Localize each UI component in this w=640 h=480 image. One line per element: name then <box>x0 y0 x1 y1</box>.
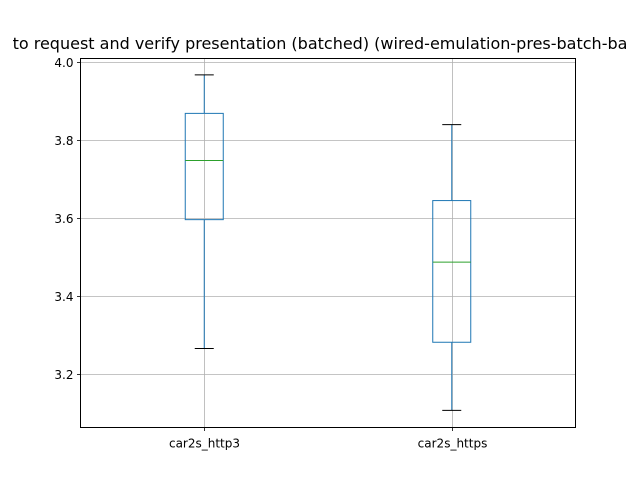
y-tick-label: 3.2 <box>54 368 73 382</box>
axis-ticks: car2s_http3 car2s_https 3.2 3.4 3.6 3.8 4.0 <box>54 56 487 451</box>
plot-frame <box>80 58 576 428</box>
x-tick-label: car2s_http3 <box>169 437 240 451</box>
iqr-box <box>184 112 224 221</box>
box-group-car2s_http3 <box>184 74 224 349</box>
box-group-car2s_https <box>432 124 472 411</box>
boxes <box>184 74 472 411</box>
y-tick-label: 4.0 <box>54 56 73 70</box>
y-tick-label: 3.4 <box>54 290 73 304</box>
chart-title: to request and verify presentation (batc… <box>13 34 628 53</box>
x-tick-label: car2s_https <box>418 437 488 451</box>
y-tick-label: 3.8 <box>54 134 73 148</box>
iqr-box <box>432 200 472 343</box>
y-tick-label: 3.6 <box>54 212 73 226</box>
grid-lines <box>80 58 576 428</box>
